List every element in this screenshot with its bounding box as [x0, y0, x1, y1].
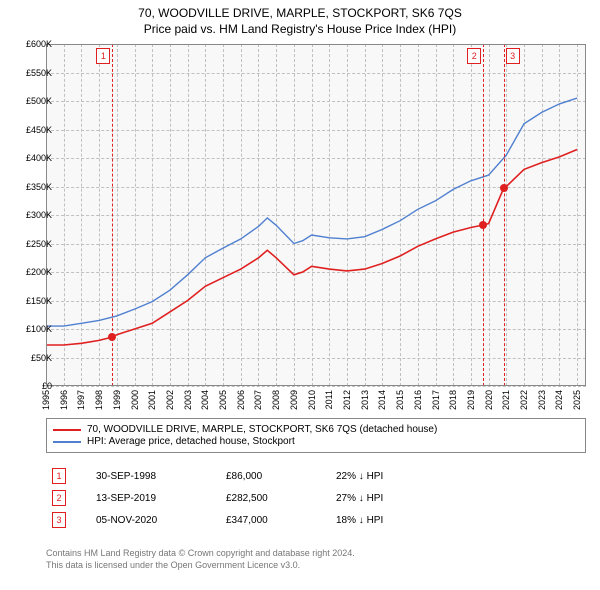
x-tick-label: 2002	[165, 390, 175, 410]
x-tick-label: 2009	[289, 390, 299, 410]
footer: Contains HM Land Registry data © Crown c…	[46, 548, 586, 571]
footer-line1: Contains HM Land Registry data © Crown c…	[46, 548, 586, 560]
marker-box: 2	[467, 48, 481, 64]
x-tick-label: 2007	[253, 390, 263, 410]
y-gridline	[46, 386, 586, 387]
x-tick-label: 2011	[324, 390, 334, 409]
legend-swatch	[53, 441, 81, 443]
marker-box: 3	[506, 48, 520, 64]
marker-table-pct: 27% ↓ HPI	[336, 493, 456, 504]
marker-table-date: 13-SEP-2019	[96, 493, 226, 504]
y-tick-label: £400K	[10, 153, 56, 163]
x-tick-label: 2000	[130, 390, 140, 410]
y-tick-label: £350K	[10, 182, 56, 192]
x-tick-label: 1997	[76, 390, 86, 410]
title-block: 70, WOODVILLE DRIVE, MARPLE, STOCKPORT, …	[0, 0, 600, 36]
x-tick-label: 2003	[183, 390, 193, 410]
marker-table-num: 1	[52, 468, 66, 484]
x-tick-label: 2024	[554, 390, 564, 410]
title-address: 70, WOODVILLE DRIVE, MARPLE, STOCKPORT, …	[0, 6, 600, 20]
marker-table-row: 2 13-SEP-2019£282,50027% ↓ HPI	[46, 490, 586, 506]
x-tick-label: 2016	[413, 390, 423, 410]
legend: 70, WOODVILLE DRIVE, MARPLE, STOCKPORT, …	[46, 418, 586, 453]
y-tick-label: £450K	[10, 125, 56, 135]
y-tick-label: £100K	[10, 324, 56, 334]
y-tick-label: £550K	[10, 68, 56, 78]
x-tick-label: 2005	[218, 390, 228, 410]
marker-table-price: £282,500	[226, 493, 336, 504]
plot-border	[46, 44, 586, 386]
x-tick-label: 1995	[41, 390, 51, 410]
x-tick-label: 2001	[147, 390, 157, 410]
x-tick-label: 2023	[537, 390, 547, 410]
marker-table-row: 3 05-NOV-2020£347,00018% ↓ HPI	[46, 512, 586, 528]
x-tick-label: 1999	[112, 390, 122, 410]
x-tick-label: 2015	[395, 390, 405, 410]
marker-table-num: 2	[52, 490, 66, 506]
marker-table-num: 3	[52, 512, 66, 528]
x-tick-label: 1998	[94, 390, 104, 410]
legend-swatch	[53, 429, 81, 431]
chart-container: 70, WOODVILLE DRIVE, MARPLE, STOCKPORT, …	[0, 0, 600, 590]
x-tick-label: 2017	[431, 390, 441, 410]
legend-label: 70, WOODVILLE DRIVE, MARPLE, STOCKPORT, …	[87, 424, 437, 435]
x-tick-label: 2018	[448, 390, 458, 410]
x-tick-label: 1996	[59, 390, 69, 410]
x-tick-label: 2019	[466, 390, 476, 410]
marker-table-price: £347,000	[226, 515, 336, 526]
y-tick-label: £250K	[10, 239, 56, 249]
x-tick-label: 2012	[342, 390, 352, 410]
chart-area	[46, 44, 586, 386]
x-tick-label: 2020	[484, 390, 494, 410]
x-tick-label: 2021	[501, 390, 511, 410]
x-tick-label: 2013	[360, 390, 370, 410]
y-tick-label: £200K	[10, 267, 56, 277]
x-tick-label: 2006	[236, 390, 246, 410]
y-tick-label: £50K	[10, 353, 56, 363]
footer-line2: This data is licensed under the Open Gov…	[46, 560, 586, 572]
x-tick-label: 2025	[572, 390, 582, 410]
marker-table-row: 1 30-SEP-1998£86,00022% ↓ HPI	[46, 468, 586, 484]
x-tick-label: 2010	[307, 390, 317, 410]
y-tick-label: £150K	[10, 296, 56, 306]
x-tick-label: 2014	[377, 390, 387, 410]
legend-row: HPI: Average price, detached house, Stoc…	[53, 436, 579, 447]
marker-table-pct: 18% ↓ HPI	[336, 515, 456, 526]
x-tick-label: 2004	[200, 390, 210, 410]
marker-table-date: 30-SEP-1998	[96, 471, 226, 482]
marker-table-date: 05-NOV-2020	[96, 515, 226, 526]
x-tick-label: 2008	[271, 390, 281, 410]
y-tick-label: £600K	[10, 39, 56, 49]
marker-box: 1	[96, 48, 110, 64]
marker-table-pct: 22% ↓ HPI	[336, 471, 456, 482]
marker-table-price: £86,000	[226, 471, 336, 482]
x-tick-label: 2022	[519, 390, 529, 410]
y-tick-label: £300K	[10, 210, 56, 220]
title-subtitle: Price paid vs. HM Land Registry's House …	[0, 22, 600, 36]
legend-row: 70, WOODVILLE DRIVE, MARPLE, STOCKPORT, …	[53, 424, 579, 435]
legend-label: HPI: Average price, detached house, Stoc…	[87, 436, 295, 447]
markers-table: 1 30-SEP-1998£86,00022% ↓ HPI 2 13-SEP-2019…	[46, 462, 586, 534]
y-tick-label: £500K	[10, 96, 56, 106]
